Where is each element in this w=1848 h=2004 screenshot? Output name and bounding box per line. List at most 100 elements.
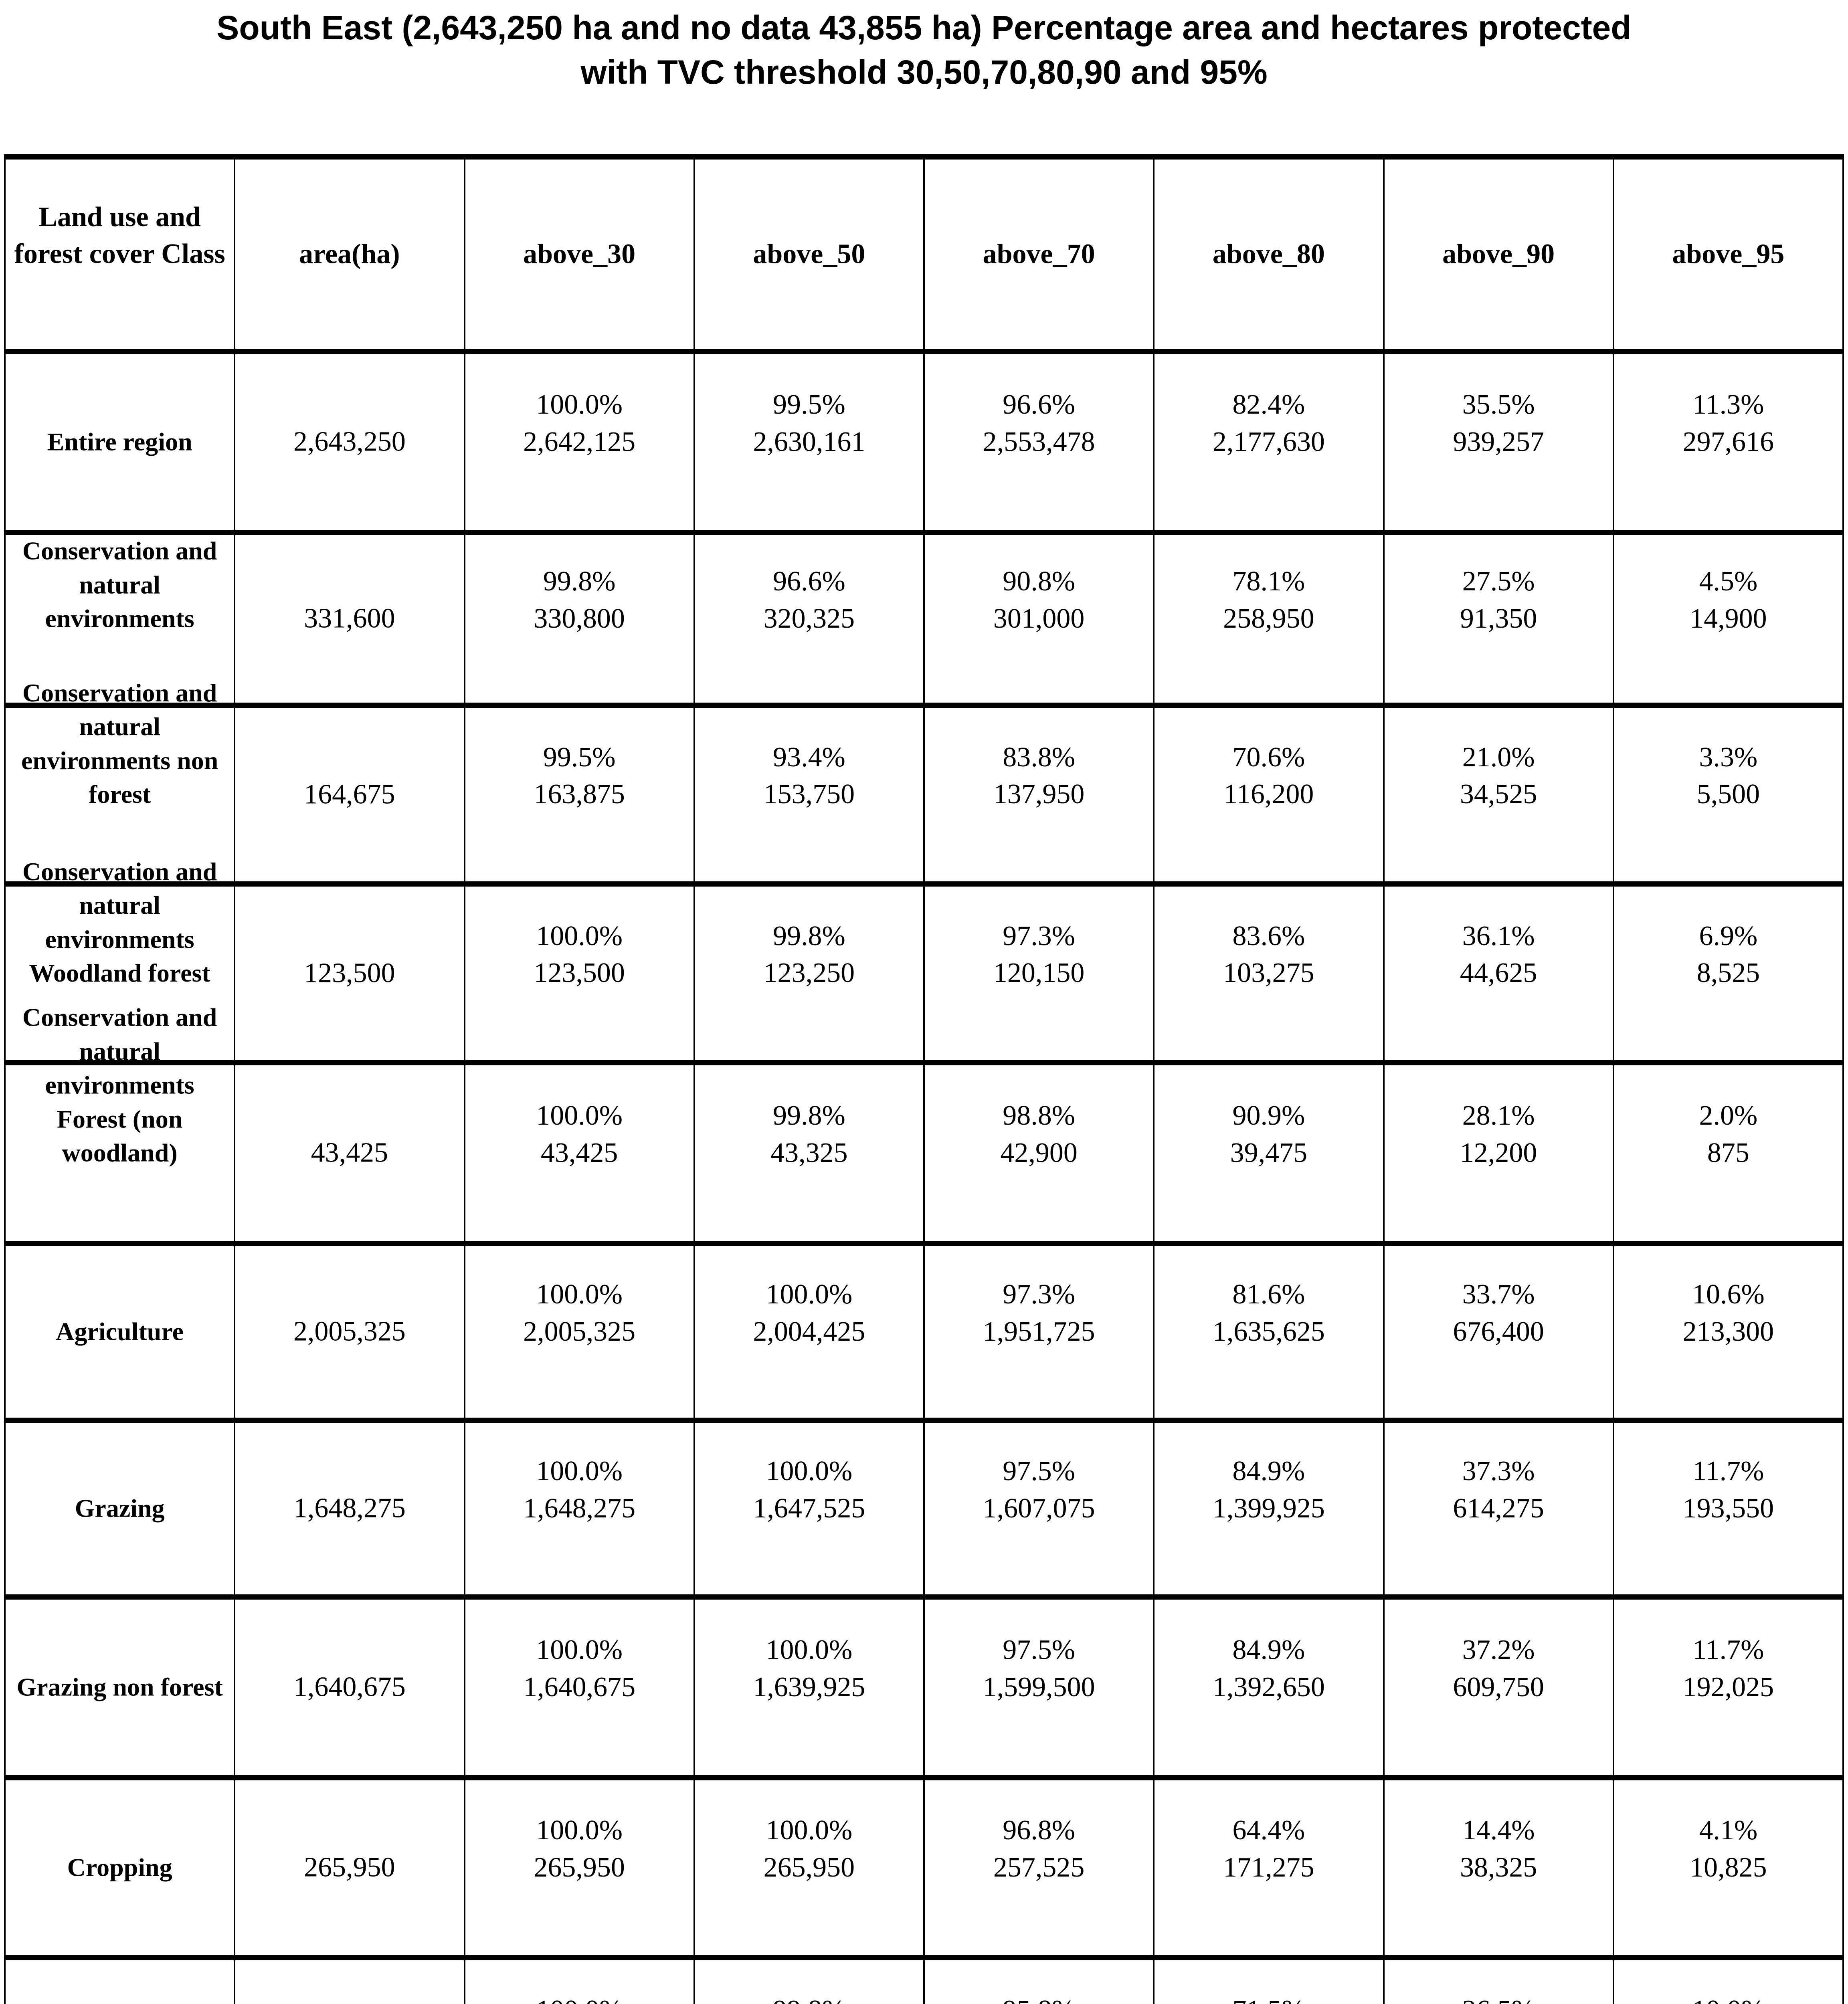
percent-value: 100.0% (536, 1634, 623, 1666)
percent-value: 99.8% (772, 1100, 845, 1131)
column-header: above_80 (1153, 154, 1385, 354)
threshold-cell: 100.0% 2,004,425 (693, 1241, 925, 1423)
column-header: above_95 (1612, 154, 1844, 354)
threshold-cell: 98.8% 42,900 (923, 1060, 1155, 1246)
threshold-cell: 70.6% 116,200 (1153, 703, 1385, 887)
percent-value: 96.8% (1003, 1815, 1076, 1846)
hectares-value: 1,607,075 (983, 1493, 1095, 1524)
hectares-value: 1,635,625 (1212, 1316, 1325, 1347)
hectares-value: 103,275 (1223, 958, 1314, 989)
percent-value: 99.8% (772, 920, 845, 951)
area-cell: 265,950 (234, 1775, 465, 1960)
hectares-value: 14,900 (1690, 603, 1767, 634)
hectares-value: 116,200 (1223, 779, 1314, 810)
threshold-cell: 83.8% 137,950 (923, 703, 1155, 887)
column-header: above_50 (693, 154, 925, 354)
threshold-cell: 4.1% 10,825 (1612, 1775, 1844, 1960)
area-value: 43,425 (311, 1137, 388, 1168)
hectares-value: 330,800 (534, 603, 625, 634)
percent-value: 3.3% (1699, 741, 1758, 773)
hectares-value: 153,750 (763, 779, 855, 810)
row-label: Conservation and natural environments no… (21, 678, 218, 809)
percent-value: 95.8% (928, 1992, 1150, 2004)
threshold-cell: 96.6% 320,325 (693, 530, 925, 708)
threshold-cell: 83.6% 103,275 (1153, 881, 1385, 1065)
hectares-value: 2,005,325 (523, 1316, 636, 1347)
hectares-value: 8,525 (1696, 958, 1760, 989)
threshold-cell: 96.8% 257,525 (923, 1775, 1155, 1960)
percent-value: 28.1% (1462, 1100, 1535, 1131)
hectares-value: 38,325 (1460, 1852, 1537, 1883)
area-value: 1,648,275 (293, 1493, 406, 1524)
row-label: Conservation and natural environments (22, 536, 217, 633)
hectares-value: 1,647,525 (753, 1493, 865, 1524)
hectares-value: 91,350 (1460, 603, 1537, 634)
threshold-cell: 14.4% 38,325 (1383, 1775, 1614, 1960)
percent-value: 90.9% (1232, 1100, 1305, 1131)
hectares-value: 1,640,675 (523, 1671, 636, 1703)
hectares-value: 614,275 (1453, 1493, 1544, 1524)
threshold-cell: 100.0% 1,648,275 (463, 1418, 695, 1600)
percent-value: 26.5% (1388, 1992, 1609, 2004)
area-value: 164,675 (304, 779, 395, 810)
hectares-value: 163,875 (534, 779, 625, 810)
threshold-cell: 82.4% 2,177,630 (1153, 349, 1385, 535)
hectares-value: 1,648,275 (523, 1493, 636, 1524)
column-header-label: above_80 (1212, 238, 1325, 270)
threshold-cell: 100.0% 1,639,925 (693, 1594, 925, 1780)
area-value: 265,950 (304, 1852, 395, 1883)
percent-value: 10.0% (1618, 1992, 1839, 2004)
threshold-cell: 99.8%89,400 (693, 1955, 925, 2004)
hectares-value: 42,900 (1000, 1137, 1078, 1168)
threshold-cell: 100.0% 2,642,125 (463, 349, 695, 535)
percent-value: 96.6% (1003, 389, 1076, 420)
percent-value: 100.0% (536, 1456, 623, 1487)
percent-value: 83.8% (1003, 741, 1076, 773)
area-cell: 2,005,325 (234, 1241, 465, 1423)
percent-value: 98.8% (1003, 1100, 1076, 1131)
percent-value: 100.0% (766, 1279, 853, 1310)
hectares-value: 123,250 (763, 958, 855, 989)
threshold-cell: 99.8% 330,800 (463, 530, 695, 708)
hectares-value: 137,950 (993, 779, 1085, 810)
area-value: 2,005,325 (293, 1316, 406, 1347)
hectares-value: 1,951,725 (983, 1316, 1095, 1347)
row-label-cell: Irrigation (4, 1955, 236, 2004)
area-cell: 331,600 (234, 530, 465, 708)
threshold-cell: 27.5% 91,350 (1383, 530, 1614, 708)
percent-value: 10.6% (1692, 1279, 1765, 1310)
area-cell: 123,500 (234, 881, 465, 1065)
percent-value: 83.6% (1232, 920, 1305, 951)
percent-value: 97.5% (1003, 1456, 1076, 1487)
column-header: above_90 (1383, 154, 1614, 354)
page-title: South East (2,643,250 ha and no data 43,… (216, 9, 1632, 91)
tvc-table: Land use and forest cover Class area(ha) a… (4, 154, 1844, 2004)
column-header-label: Land use and forest cover Class (14, 201, 225, 270)
row-label: Cropping (67, 1853, 172, 1882)
hectares-value: 10,825 (1690, 1852, 1767, 1883)
percent-value: 84.9% (1232, 1634, 1305, 1666)
percent-value: 33.7% (1462, 1279, 1535, 1310)
threshold-cell: 71.5%64,050 (1153, 1955, 1385, 2004)
hectares-value: 609,750 (1453, 1671, 1544, 1703)
table-row: Cropping 265,950 100.0% 265,950 100.0% 265,95… (4, 1775, 1844, 1960)
hectares-value: 1,392,650 (1212, 1671, 1325, 1703)
threshold-cell: 33.7% 676,400 (1383, 1241, 1614, 1423)
threshold-cell: 36.1% 44,625 (1383, 881, 1614, 1065)
hectares-value: 939,257 (1453, 426, 1544, 457)
threshold-cell: 93.4% 153,750 (693, 703, 925, 887)
percent-value: 96.6% (772, 566, 845, 597)
percent-value: 100.0% (536, 1815, 623, 1846)
row-label-cell: Grazing non forest (4, 1594, 236, 1780)
percent-value: 36.1% (1462, 920, 1535, 951)
threshold-cell: 37.3% 614,275 (1383, 1418, 1614, 1600)
column-header-label: above_30 (523, 238, 636, 270)
percent-value: 81.6% (1232, 1279, 1305, 1310)
row-label-cell: Cropping (4, 1775, 236, 1960)
percent-value: 4.5% (1699, 566, 1758, 597)
threshold-cell: 99.5% 2,630,161 (693, 349, 925, 535)
column-header-label: above_70 (983, 238, 1095, 270)
table-row: Agriculture 2,005,325 100.0% 2,005,325 100.0… (4, 1241, 1844, 1423)
table-row: Conservation and natural environments 331… (4, 530, 1844, 708)
